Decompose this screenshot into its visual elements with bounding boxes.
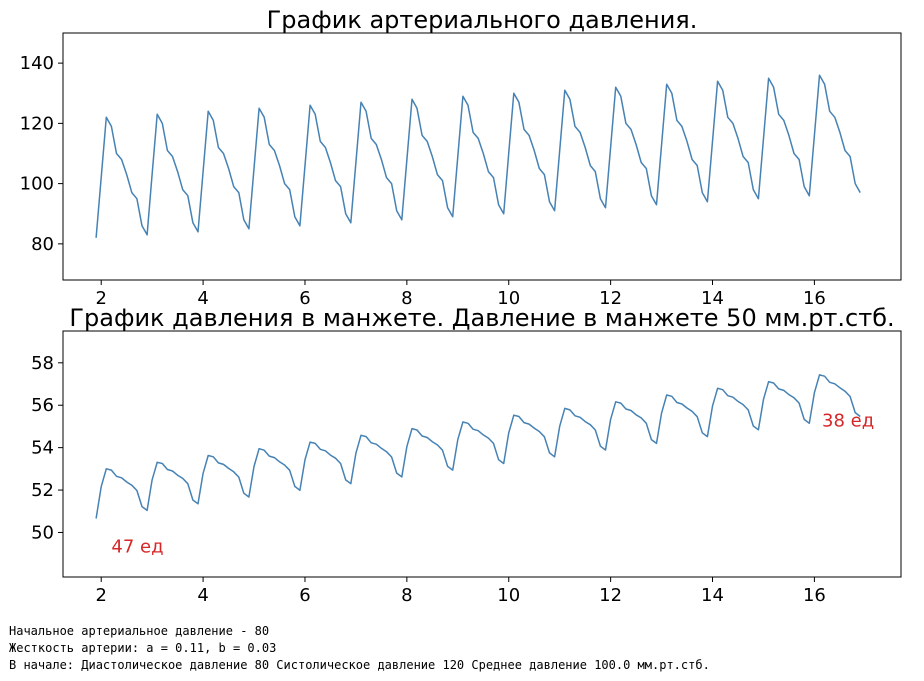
chart-title: График артериального давления. [267,6,698,34]
x-tick-label: 16 [803,288,826,309]
series-line [95,374,861,519]
plot-frame [62,32,902,281]
x-tick-label: 16 [803,585,826,606]
y-tick-label: 140 [20,53,54,74]
y-tick-label: 80 [31,234,54,255]
cuff-pressure-chart: График давления в манжете. Давление в ма… [31,304,902,606]
x-tick-label: 2 [95,585,106,606]
series-line [95,74,861,238]
x-tick-label: 2 [95,288,106,309]
x-tick-label: 14 [701,288,724,309]
x-tick-label: 14 [701,585,724,606]
y-tick-label: 52 [31,480,54,501]
y-tick-label: 58 [31,353,54,374]
x-tick-label: 8 [401,585,412,606]
x-tick-label: 10 [497,585,520,606]
arterial-pressure-chart: График артериального давления. 2 4 6 8 10 12 14… [20,6,902,309]
info-artery-stiffness: Жесткость артерии: a = 0.11, b = 0.03 [9,641,277,655]
x-tick-label: 4 [197,585,208,606]
y-tick-label: 56 [31,395,54,416]
y-tick-label: 54 [31,438,54,459]
chart-title: График давления в манжете. Давление в ма… [69,304,894,332]
plot-frame [62,330,902,578]
info-initial-pressure: Начальное артериальное давление - 80 [9,624,270,638]
y-tick-label: 50 [31,522,54,543]
x-tick-label: 4 [197,288,208,309]
x-tick-label: 8 [401,288,412,309]
x-tick-label: 6 [299,288,310,309]
x-tick-label: 6 [299,585,310,606]
x-tick-label: 12 [599,585,622,606]
x-tick-label: 10 [497,288,520,309]
annotation-label: 38 ед [822,410,874,431]
figure: График артериального давления. 2 4 6 8 10 12 14… [20,6,902,606]
annotation-label: 47 ед [111,537,163,558]
info-initial-summary: В начале: Диастолическое давление 80 Сис… [9,658,710,672]
y-tick-label: 100 [20,174,54,195]
x-tick-label: 12 [599,288,622,309]
y-tick-label: 120 [20,113,54,134]
